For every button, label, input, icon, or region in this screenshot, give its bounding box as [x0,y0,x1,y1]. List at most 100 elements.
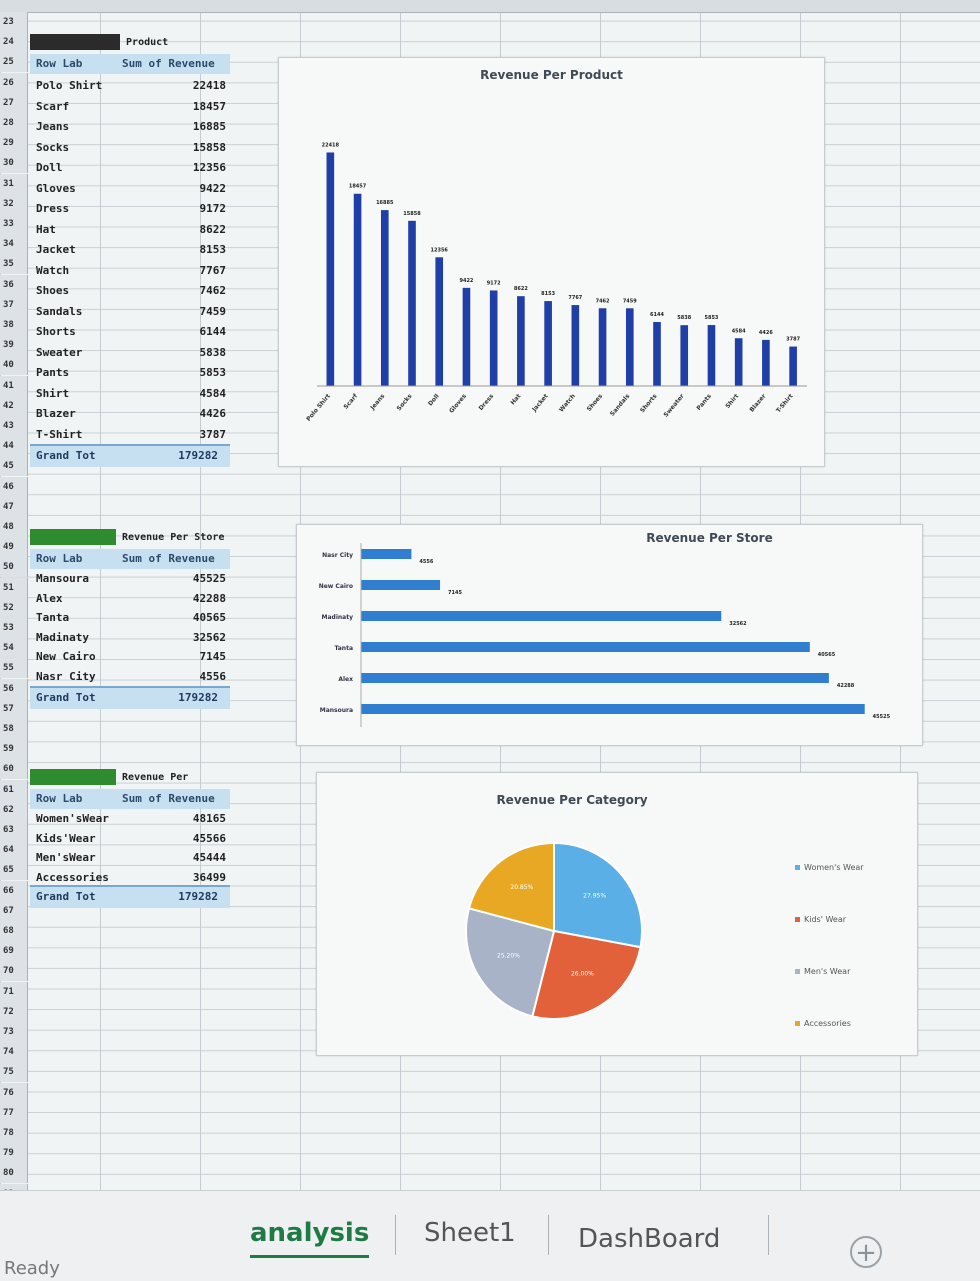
pivot-row[interactable]: Shoes 7462 [30,281,230,302]
pivot-row[interactable]: Scarf 18457 [30,97,230,118]
row-number[interactable]: 25 [0,52,28,73]
row-number[interactable]: 49 [0,537,28,558]
pivot-row[interactable]: Doll 12356 [30,158,230,179]
store-revenue-chart[interactable]: Revenue Per Store Nasr City 4556 New Cairo… [296,524,923,746]
row-number[interactable]: 30 [0,153,28,174]
row-number[interactable]: 36 [0,274,28,295]
pivot-row[interactable]: Alex 42288 [30,589,230,610]
row-number[interactable]: 47 [0,496,28,517]
pivot-row[interactable]: Polo Shirt 22418 [30,76,230,97]
row-number[interactable]: 76 [0,1082,28,1103]
pivot-row[interactable]: T-Shirt 3787 [30,425,230,446]
row-number[interactable]: 77 [0,1102,28,1123]
row-number[interactable]: 24 [0,32,28,53]
row-number[interactable]: 31 [0,173,28,194]
row-number[interactable]: 64 [0,840,28,861]
pivot-row[interactable]: Shirt 4584 [30,384,230,405]
row-number[interactable]: 54 [0,638,28,659]
pivot-header-row[interactable]: Row Lab Sum of Revenue [30,53,230,74]
pivot-row[interactable]: New Cairo 7145 [30,647,230,668]
row-number[interactable]: 72 [0,1001,28,1022]
pivot-row[interactable]: Sweater 5838 [30,343,230,364]
row-number[interactable]: 34 [0,234,28,255]
row-number[interactable]: 78 [0,1123,28,1143]
row-number[interactable]: 32 [0,193,28,214]
pivot-row[interactable]: Hat 8622 [30,220,230,241]
row-number[interactable]: 45 [0,456,28,477]
row-number[interactable]: 37 [0,294,28,315]
row-number[interactable]: 58 [0,719,28,739]
row-number[interactable]: 41 [0,375,28,396]
pivot-row[interactable]: Nasr City 4556 [30,667,230,688]
row-number[interactable]: 46 [0,476,28,497]
row-number[interactable]: 35 [0,254,28,275]
pivot-header-row[interactable]: Row Lab Sum of Revenue [30,788,230,809]
row-number[interactable]: 62 [0,799,28,820]
row-number[interactable]: 53 [0,618,28,638]
row-number[interactable]: 29 [0,133,28,154]
row-number[interactable]: 67 [0,900,28,921]
pivot-row[interactable]: Watch 7767 [30,261,230,282]
row-number[interactable]: 61 [0,779,28,800]
tab-dashboard[interactable]: DashBoard [578,1224,721,1254]
row-number[interactable]: 56 [0,678,28,699]
row-number[interactable]: 33 [0,214,28,234]
row-number[interactable]: 74 [0,1042,28,1063]
row-number[interactable]: 59 [0,739,28,760]
pivot-header-row[interactable]: Row Lab Sum of Revenue [30,548,230,569]
pivot-row[interactable]: Blazer 4426 [30,404,230,425]
pivot-row[interactable]: Sandals 7459 [30,302,230,323]
row-number[interactable]: 50 [0,557,28,578]
pivot-row[interactable]: Madinaty 32562 [30,628,230,649]
pivot-row[interactable]: Jacket 8153 [30,240,230,261]
row-number[interactable]: 60 [0,759,28,780]
row-number[interactable]: 57 [0,698,28,719]
add-sheet-button[interactable]: + [850,1236,882,1268]
row-number[interactable]: 66 [0,880,28,901]
legend-item[interactable]: Women's Wear [795,863,864,872]
pivot-row[interactable]: Mansoura 45525 [30,569,230,590]
pivot-row[interactable]: Gloves 9422 [30,179,230,200]
pivot-row[interactable]: Kids'Wear 45566 [30,829,230,850]
pivot-row[interactable]: Women'sWear 48165 [30,809,230,830]
product-revenue-chart[interactable]: Revenue Per Product 22418 Polo Shirt 18457… [278,57,825,467]
row-number[interactable]: 55 [0,658,28,679]
pivot-row[interactable]: Socks 15858 [30,138,230,159]
pivot-row[interactable]: Jeans 16885 [30,117,230,138]
row-number[interactable]: 42 [0,395,28,416]
legend-item[interactable]: Kids' Wear [795,915,846,924]
row-number[interactable]: 38 [0,315,28,335]
row-number[interactable]: 80 [0,1163,28,1184]
pivot-row[interactable]: Tanta 40565 [30,608,230,629]
row-number[interactable]: 44 [0,436,28,457]
row-number[interactable]: 23 [0,12,28,32]
row-number[interactable]: 40 [0,355,28,376]
row-number[interactable]: 75 [0,1062,28,1083]
row-number[interactable]: 65 [0,860,28,881]
row-number[interactable]: 73 [0,1022,28,1042]
row-number[interactable]: 79 [0,1143,28,1164]
pivot-row[interactable]: Men'sWear 45444 [30,848,230,869]
tab-sheet1[interactable]: Sheet1 [424,1218,516,1248]
pivot-row[interactable]: Dress 9172 [30,199,230,220]
row-number[interactable]: 51 [0,577,28,598]
row-number[interactable]: 68 [0,921,28,941]
tab-analysis[interactable]: analysis [250,1211,370,1258]
pivot-row[interactable]: Pants 5853 [30,363,230,384]
row-number[interactable]: 71 [0,981,28,1002]
row-number[interactable]: 28 [0,113,28,133]
row-number[interactable]: 69 [0,941,28,962]
row-number[interactable]: 52 [0,597,28,618]
legend-item[interactable]: Men's Wear [795,967,850,976]
row-number[interactable]: 48 [0,517,28,537]
row-number[interactable]: 63 [0,820,28,840]
row-number[interactable]: 43 [0,416,28,436]
row-number[interactable]: 39 [0,335,28,356]
row-number[interactable]: 70 [0,961,28,982]
category-revenue-chart[interactable]: Revenue Per Category 27.95% 26.00% 25.20% 2… [316,772,918,1056]
row-number[interactable]: 26 [0,72,28,93]
row-number[interactable]: 27 [0,92,28,113]
legend-item[interactable]: Accessories [795,1019,851,1028]
pivot-row[interactable]: Accessories 36499 [30,868,230,889]
pivot-row[interactable]: Shorts 6144 [30,322,230,343]
